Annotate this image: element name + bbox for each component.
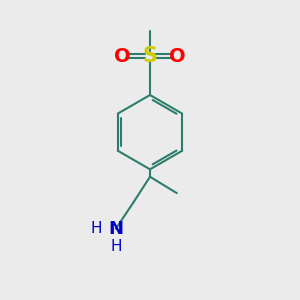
Text: N: N — [108, 220, 123, 238]
Text: O: O — [169, 47, 186, 66]
Text: O: O — [114, 47, 131, 66]
Text: H: H — [110, 239, 122, 254]
Text: H: H — [91, 221, 102, 236]
Text: S: S — [142, 46, 158, 66]
